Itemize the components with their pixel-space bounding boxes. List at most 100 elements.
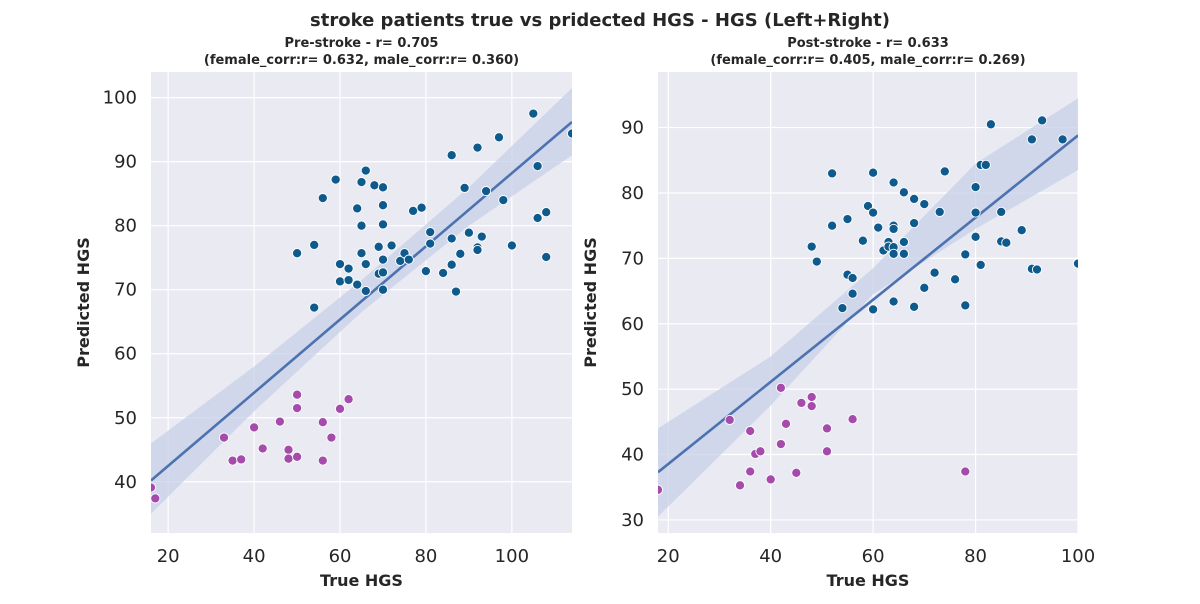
panel-1-male-point (566, 128, 572, 139)
panel-1-female-point (317, 417, 328, 428)
panel-2-female-point (791, 467, 802, 478)
panel-1-female-point (151, 482, 157, 493)
panel-2-male-point (980, 159, 991, 170)
panel-1-male-point (425, 227, 436, 238)
panel-2-female-point (755, 446, 766, 457)
panel-1-x-tick-label: 80 (414, 546, 437, 567)
panel-1-male-point (481, 186, 492, 197)
panel-1-x-tick-label: 60 (329, 546, 352, 567)
panel-1-male-point (450, 286, 462, 297)
panel-1-male-point (309, 239, 320, 250)
panel-1-female-point (343, 394, 354, 405)
panel-2-male-point (996, 206, 1007, 217)
panel-1-male-point (408, 205, 419, 216)
panel-2-male-point (1057, 134, 1068, 145)
panel-1-y-tick-label: 60 (114, 344, 137, 365)
panel-2-y-tick-label: 60 (621, 314, 644, 335)
panel-1-male-point (352, 279, 363, 290)
panel-2-x-tick-label: 20 (657, 546, 680, 567)
panel-1-female-point (249, 422, 260, 433)
panel-1-male-point (386, 240, 397, 251)
panel-1-female-point (274, 416, 285, 427)
panel-1-female-point (227, 455, 238, 466)
panel-2-male-point (1037, 115, 1048, 126)
panel-2-male-point (950, 274, 961, 285)
panel-2-x-tick-label: 100 (1061, 546, 1095, 567)
panel-1-male-point (360, 285, 371, 297)
panel-2-male-point (919, 199, 930, 210)
panel-1-female-point (334, 403, 346, 414)
panel-2-y-tick-label: 50 (621, 379, 644, 400)
panel-1-male-point (377, 219, 389, 230)
panel-1-male-point (528, 108, 539, 119)
panel-2-male-point (847, 272, 858, 284)
panel-1-female-point (326, 432, 337, 443)
panel-2-male-point (862, 200, 874, 212)
panel-2-female-point (658, 484, 664, 495)
panel-1-male-point (373, 241, 384, 252)
panel-1-male-point (493, 132, 505, 143)
panel-2-male-point (985, 119, 996, 130)
panel-2-male-point (847, 288, 858, 299)
panel-2-male-point (970, 231, 981, 242)
panel-1-female-point (283, 444, 294, 455)
panel-2-subtitle: (female_corr:r= 0.405, male_corr:r= 0.26… (710, 53, 1025, 68)
panel-2-confidence-band (658, 98, 1078, 517)
panel-2-female-point (821, 423, 833, 434)
panel-1-female-point (257, 443, 268, 454)
panel-2-male-point (1001, 237, 1012, 248)
panel-2-male-point (868, 207, 879, 218)
panel-2-male-point (1072, 258, 1078, 269)
panel-1-y-tick-label: 70 (114, 280, 137, 301)
panel-1-male-point (420, 266, 431, 277)
panel-2-female-point (806, 401, 817, 412)
panel-2-male-point (960, 249, 971, 260)
panel-1-male-point (330, 174, 341, 185)
panel-2-male-point (939, 166, 950, 177)
panel-1-male-point (416, 202, 427, 213)
panel-2-y-tick-label: 90 (621, 118, 644, 139)
panel-1-female-point (292, 389, 303, 400)
panel-1-y-tick-label: 80 (114, 216, 137, 237)
panel-1-male-point (446, 233, 457, 244)
panel-2-male-point (898, 248, 909, 259)
panel-2-male-point (970, 182, 981, 193)
panel-1-male-point (334, 259, 346, 270)
panel-1-y-tick-label: 100 (103, 88, 137, 109)
panel-1-male-point (532, 161, 543, 172)
panel-1-female-point (151, 493, 161, 504)
panel-1-y-tick-label: 40 (114, 472, 137, 493)
panel-2-y-tick-label: 40 (621, 445, 644, 466)
panel-2-male-point (970, 207, 981, 218)
panel-1-male-point (356, 248, 367, 259)
panel-1-male-point (446, 150, 457, 161)
panel-2-plot-area (658, 98, 1078, 517)
panel-1-male-point (455, 248, 466, 259)
panel-2-male-point (909, 218, 920, 229)
panel-2-x-tick-label: 80 (964, 546, 987, 567)
panel-1-subtitle: (female_corr:r= 0.632, male_corr:r= 0.36… (204, 53, 519, 68)
panel-1-male-point (377, 267, 389, 278)
panel-1-male-point (356, 220, 367, 231)
panel-2-male-point (929, 267, 940, 278)
figure-suptitle: stroke patients true vs pridected HGS - … (310, 10, 890, 31)
panel-1-female-point (292, 451, 303, 462)
panel-1-x-tick-label: 100 (495, 546, 529, 567)
panel-1-male-point (377, 200, 389, 211)
panel-2-female-point (821, 446, 833, 457)
panel-1-x-tick-label: 40 (243, 546, 266, 567)
panel-1-male-point (498, 195, 509, 206)
panel-2-male-point (888, 296, 899, 307)
panel-2-male-point (898, 236, 909, 248)
panel-1-male-point (377, 254, 389, 265)
panel-1-male-point (369, 180, 380, 191)
panel-2: 20 40 60 80 100 30 40 50 60 70 80 90 Post-stroke - r… (581, 36, 1095, 590)
panel-2-female-point (806, 391, 817, 403)
panel-1-male-point (317, 193, 328, 204)
panel-2-male-point (888, 248, 899, 259)
panel-1-male-point (506, 240, 517, 251)
panel-2-female-point (724, 414, 735, 425)
panel-2-female-point (960, 466, 971, 477)
panel-2-female-point (780, 418, 792, 429)
